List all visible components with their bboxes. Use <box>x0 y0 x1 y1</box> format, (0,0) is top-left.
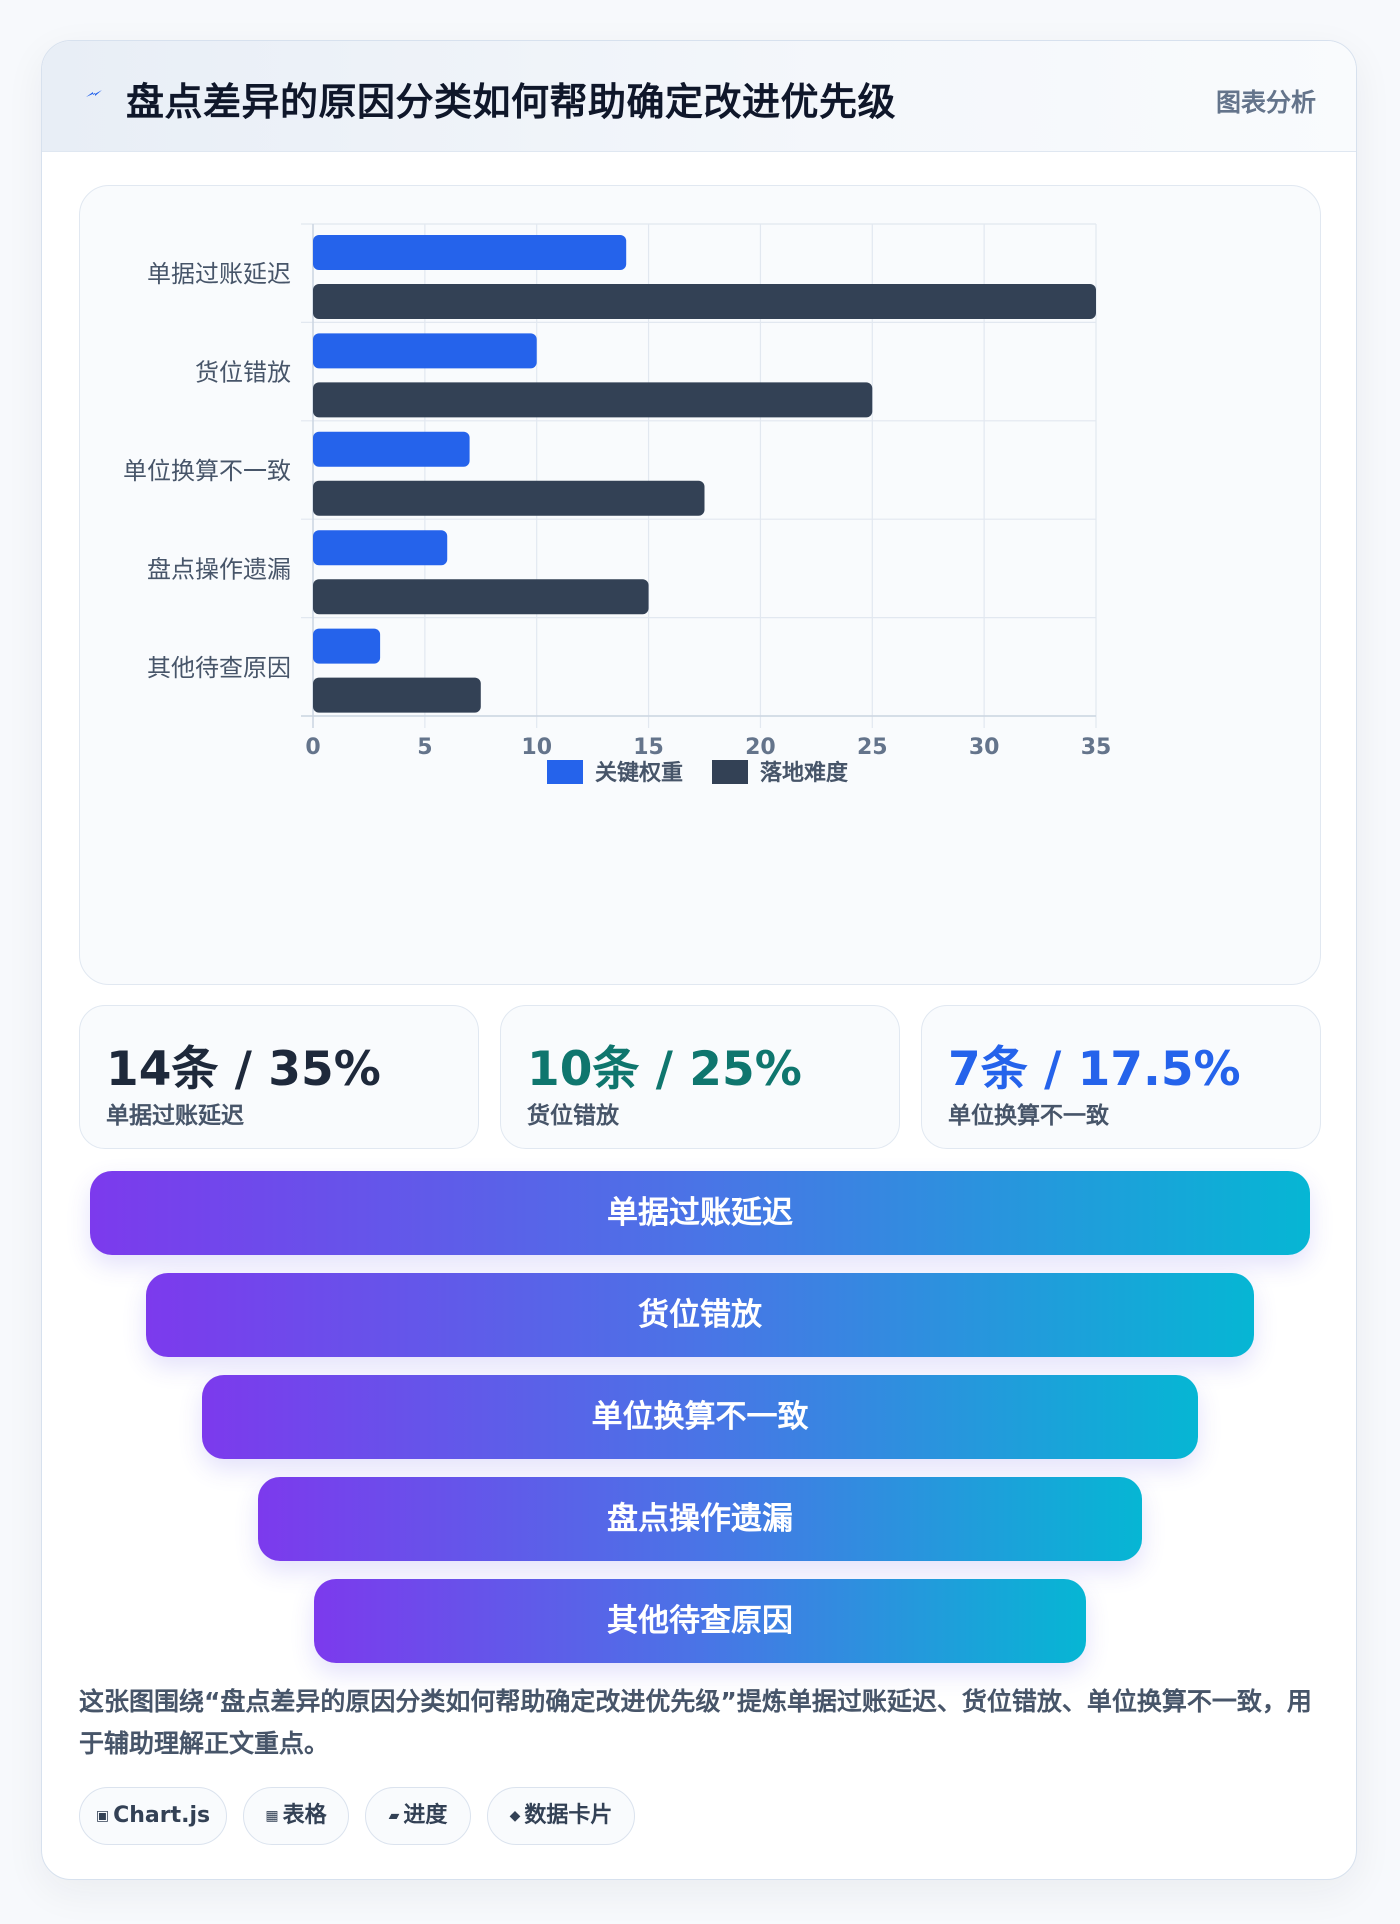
x-tick-label: 30 <box>969 735 1000 760</box>
table-icon: ▦ <box>265 1808 279 1824</box>
stat-cards: 14条 / 35% 单据过账延迟 10条 / 25% 货位错放 7条 / 17.… <box>79 1005 1321 1149</box>
x-tick-label: 0 <box>305 735 320 760</box>
bar-difficulty <box>313 480 705 516</box>
stat-label: 单位换算不一致 <box>948 1103 1109 1129</box>
funnel-level: 盘点操作遗漏 <box>258 1477 1142 1561</box>
bar-key-weight <box>313 530 448 566</box>
category-label: 单据过账延迟 <box>147 260 291 288</box>
chip-chartjs[interactable]: ▣ Chart.js <box>79 1787 227 1845</box>
stat-card: 10条 / 25% 货位错放 <box>500 1005 900 1149</box>
chart-card: 盘点差异的原因分类如何帮助确定改进优先级 图表分析 单据过账延迟 货位错放 单位换算… <box>41 40 1357 1880</box>
card-header: 盘点差异的原因分类如何帮助确定改进优先级 图表分析 <box>42 41 1356 152</box>
funnel-level: 货位错放 <box>146 1273 1254 1357</box>
bar-key-weight <box>313 628 381 664</box>
stat-label: 单据过账延迟 <box>106 1103 244 1129</box>
funnel-level: 单位换算不一致 <box>202 1375 1198 1459</box>
stat-value: 7条 / 17.5% <box>948 1042 1241 1097</box>
bar-difficulty <box>313 579 649 615</box>
bar-key-weight <box>313 431 470 467</box>
category-label: 盘点操作遗漏 <box>147 555 291 583</box>
chart-analysis-tag: 图表分析 <box>1215 88 1316 117</box>
chip-data-card[interactable]: ◆ 数据卡片 <box>487 1787 635 1845</box>
chart-icon: ▣ <box>95 1808 110 1824</box>
lightning-icon <box>86 90 102 97</box>
category-label: 其他待查原因 <box>147 654 291 682</box>
bar-key-weight <box>313 333 537 369</box>
funnel-level: 单据过账延迟 <box>90 1171 1310 1255</box>
chip-label: 进度 <box>403 1803 448 1828</box>
diamond-icon: ◆ <box>509 1808 521 1824</box>
x-tick-label: 20 <box>745 735 776 760</box>
chip-progress[interactable]: ▰ 进度 <box>365 1787 471 1845</box>
page-title: 盘点差异的原因分类如何帮助确定改进优先级 <box>126 80 897 124</box>
chip-label: 表格 <box>282 1803 327 1828</box>
bar-chart-container: 单据过账延迟货位错放单位换算不一致盘点操作遗漏 其他待查原因 0 5 10 15 20 25 3… <box>79 185 1321 985</box>
x-tick-label: 35 <box>1081 735 1112 760</box>
stat-label: 货位错放 <box>527 1103 619 1129</box>
progress-icon: ▰ <box>388 1808 400 1824</box>
bar-difficulty <box>313 382 873 418</box>
category-label: 单位换算不一致 <box>123 457 291 485</box>
stat-card: 14条 / 35% 单据过账延迟 <box>79 1005 479 1149</box>
chip-label: Chart.js <box>113 1803 211 1828</box>
category-label: 货位错放 <box>195 359 291 387</box>
funnel-level: 其他待查原因 <box>314 1579 1086 1663</box>
chip-label: 数据卡片 <box>524 1803 613 1828</box>
legend-label: 关键权重 <box>595 760 683 786</box>
x-tick-label: 25 <box>857 735 888 760</box>
x-tick-label: 10 <box>521 735 552 760</box>
x-tick-label: 15 <box>633 735 664 760</box>
chart-description: 这张图围绕“盘点差异的原因分类如何帮助确定改进优先级”提炼单据过账延迟、货位错放… <box>79 1687 1312 1758</box>
chip-table[interactable]: ▦ 表格 <box>243 1787 349 1845</box>
bar-key-weight <box>313 235 627 270</box>
bar-difficulty <box>313 677 481 713</box>
bar-difficulty <box>313 284 1096 319</box>
legend-swatch <box>712 760 748 784</box>
x-tick-label: 5 <box>417 735 432 760</box>
legend-swatch <box>547 760 583 784</box>
priority-funnel: 单据过账延迟 货位错放 单位换算不一致 盘点操作遗漏 其他待查原因 <box>42 1171 1356 1671</box>
legend-label: 落地难度 <box>760 760 849 786</box>
tech-tags: ▣ Chart.js ▦ 表格 ▰ 进度 ◆ 数据卡片 <box>79 1787 1079 1845</box>
stat-value: 10条 / 25% <box>527 1042 802 1097</box>
stat-value: 14条 / 35% <box>106 1042 381 1097</box>
stat-card: 7条 / 17.5% 单位换算不一致 <box>921 1005 1321 1149</box>
